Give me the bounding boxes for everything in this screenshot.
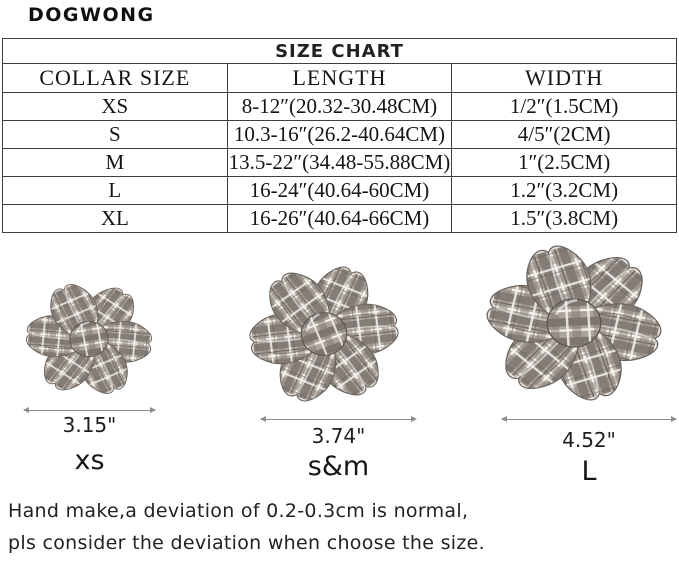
diameter-label-sm: 3.74" [311,424,366,448]
diameter-label-xs: 3.15" [62,413,117,437]
diameter-label-l: 4.52" [562,428,616,452]
cell-width: 4/5″(2CM) [451,120,677,149]
note-line-2: pls consider the deviation when choose t… [8,532,485,554]
flower-size-label-l: L [581,456,597,487]
cell-length: 10.3-16″(26.2-40.64CM) [226,120,453,149]
plaid-flower-image-sm [240,255,408,413]
brand-logo-text: DOGWONG [28,4,155,26]
cell-width: 1″(2.5CM) [451,148,677,177]
table-row-m: M 13.5-22″(34.48-55.88CM) 1″(2.5CM) [2,148,677,177]
cell-length: 13.5-22″(34.48-55.88CM) [226,148,453,177]
table-row-s: S 10.3-16″(26.2-40.64CM) 4/5″(2CM) [2,120,677,149]
cell-length: 16-24″(40.64-60CM) [226,176,453,205]
cell-collar-size: L [2,176,228,205]
column-header-collar-size: COLLAR SIZE [2,63,228,93]
measure-line-l [501,416,677,422]
measure-line-xs [23,407,156,413]
plaid-flower-image-xs [18,274,160,404]
cell-width: 1.2″(3.2CM) [451,176,677,205]
measure-line-sm [260,416,417,422]
table-title-row: SIZE CHART [2,38,677,64]
size-chart-table: SIZE CHART COLLAR SIZE LENGTH WIDTH XS 8… [2,38,677,233]
cell-width: 1/2″(1.5CM) [451,92,677,121]
table-row-xs: XS 8-12″(20.32-30.48CM) 1/2″(1.5CM) [2,92,677,121]
note-line-1: Hand make,a deviation of 0.2-0.3cm is no… [8,500,469,522]
cell-collar-size: S [2,120,228,149]
plaid-flower-image-l [475,234,673,412]
table-row-l: L 16-24″(40.64-60CM) 1.2″(3.2CM) [2,176,677,205]
size-chart-title: SIZE CHART [2,38,677,64]
flower-size-label-sm: s&m [307,451,370,482]
column-header-length: LENGTH [226,63,453,93]
table-row-xl: XL 16-26″(40.64-66CM) 1.5″(3.8CM) [2,204,677,233]
flower-size-label-xs: xs [74,445,105,476]
cell-width: 1.5″(3.8CM) [451,204,677,233]
column-header-width: WIDTH [451,63,677,93]
cell-collar-size: XS [2,92,228,121]
table-header-row: COLLAR SIZE LENGTH WIDTH [2,63,677,93]
cell-collar-size: M [2,148,228,177]
cell-length: 16-26″(40.64-66CM) [226,204,453,233]
cell-collar-size: XL [2,204,228,233]
cell-length: 8-12″(20.32-30.48CM) [226,92,453,121]
